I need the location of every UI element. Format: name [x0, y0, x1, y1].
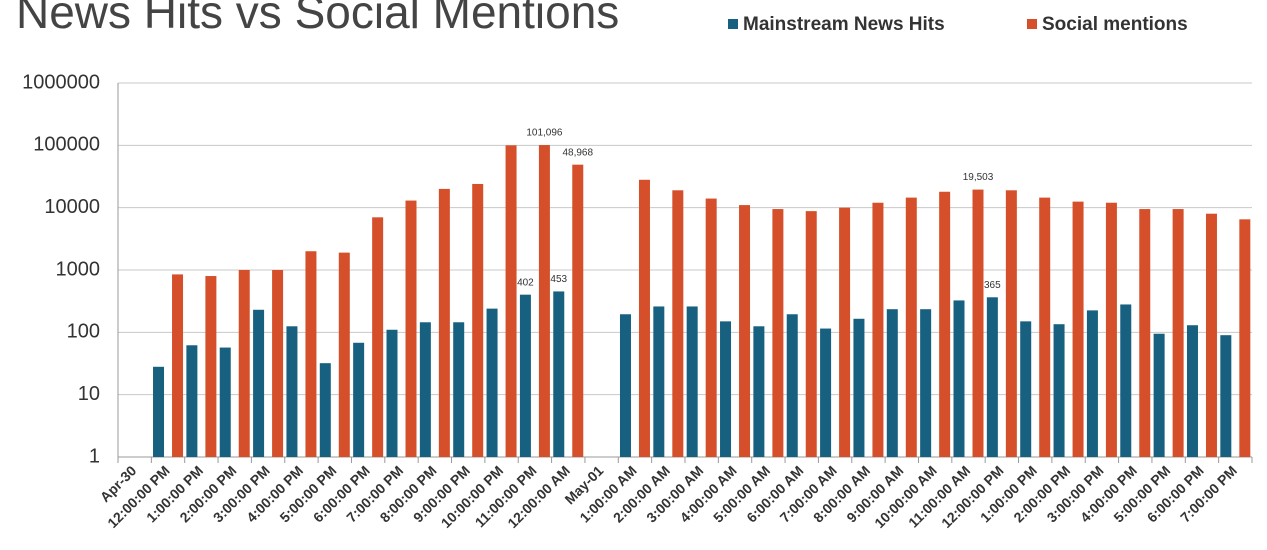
- bar: [1086, 310, 1098, 457]
- legend-swatch: [728, 19, 738, 29]
- bar: [453, 322, 465, 457]
- bar: [705, 198, 717, 457]
- bar: [305, 251, 317, 457]
- bar: [186, 345, 198, 457]
- y-tick-label: 100: [67, 321, 100, 343]
- y-tick-label: 1000: [56, 258, 101, 280]
- bar: [253, 309, 265, 457]
- data-label: 19,503: [963, 172, 994, 183]
- bar: [920, 309, 932, 457]
- bar: [219, 347, 231, 457]
- bar: [486, 308, 498, 457]
- bar: [686, 306, 698, 457]
- y-tick-label: 100000: [33, 134, 100, 156]
- bar: [905, 197, 917, 457]
- y-tick-label: 10000: [44, 196, 100, 218]
- bar: [720, 321, 732, 457]
- bar: [653, 306, 665, 457]
- bar: [572, 164, 584, 458]
- bar: [1205, 213, 1217, 457]
- bar: [1005, 190, 1017, 458]
- bar: [405, 200, 417, 457]
- bar: [472, 183, 484, 457]
- bar: [553, 291, 565, 457]
- bar: [238, 270, 250, 457]
- bar: [972, 189, 984, 457]
- data-label: 365: [984, 280, 1001, 291]
- bar: [1053, 324, 1065, 457]
- bar: [820, 328, 832, 457]
- bar: [772, 209, 784, 457]
- bar: [853, 318, 865, 457]
- bar: [338, 252, 350, 457]
- legend-label: Social mentions: [1042, 14, 1188, 35]
- bar: [505, 145, 517, 458]
- bar: [1020, 321, 1032, 457]
- bar: [739, 205, 751, 457]
- y-tick-label: 1: [89, 445, 100, 467]
- bar: [872, 202, 884, 457]
- bar: [319, 363, 331, 457]
- bar: [638, 179, 650, 457]
- bar: [153, 366, 165, 457]
- data-label: 453: [550, 274, 567, 285]
- bar: [1039, 197, 1051, 457]
- bar: [519, 294, 531, 457]
- bar: [1186, 325, 1198, 457]
- bar: [205, 276, 217, 457]
- chart-title: News Hits vs Social Mentions: [16, 0, 619, 38]
- legend-swatch: [1027, 19, 1037, 29]
- bar: [1120, 304, 1132, 457]
- bar: [805, 211, 817, 457]
- bar: [353, 342, 365, 457]
- bar: [1172, 209, 1184, 457]
- bar: [672, 190, 684, 458]
- bar: [1220, 335, 1232, 457]
- bar: [419, 322, 431, 457]
- bar: [372, 217, 384, 457]
- bar: [386, 329, 398, 457]
- bar: [1139, 209, 1151, 457]
- bar: [886, 309, 898, 457]
- bar: [953, 300, 965, 457]
- bar: [986, 297, 998, 457]
- bar: [1105, 202, 1117, 457]
- bar: [172, 274, 184, 457]
- data-label: 48,968: [562, 147, 593, 158]
- data-label: 101,096: [526, 128, 563, 139]
- bar: [619, 314, 631, 457]
- bar: [786, 314, 798, 457]
- y-tick-label: 1000000: [22, 71, 100, 93]
- data-label: 402: [517, 277, 534, 288]
- bar: [286, 326, 298, 457]
- bar: [1072, 201, 1084, 457]
- bar: [272, 270, 284, 457]
- bar: [1239, 219, 1251, 457]
- bar: [753, 326, 765, 457]
- bar: [438, 188, 450, 457]
- legend-label: Mainstream News Hits: [743, 14, 945, 35]
- y-tick-label: 10: [78, 383, 100, 405]
- bar: [839, 207, 851, 457]
- bar: [939, 191, 951, 457]
- bar: [1153, 333, 1165, 457]
- bar: [538, 145, 550, 457]
